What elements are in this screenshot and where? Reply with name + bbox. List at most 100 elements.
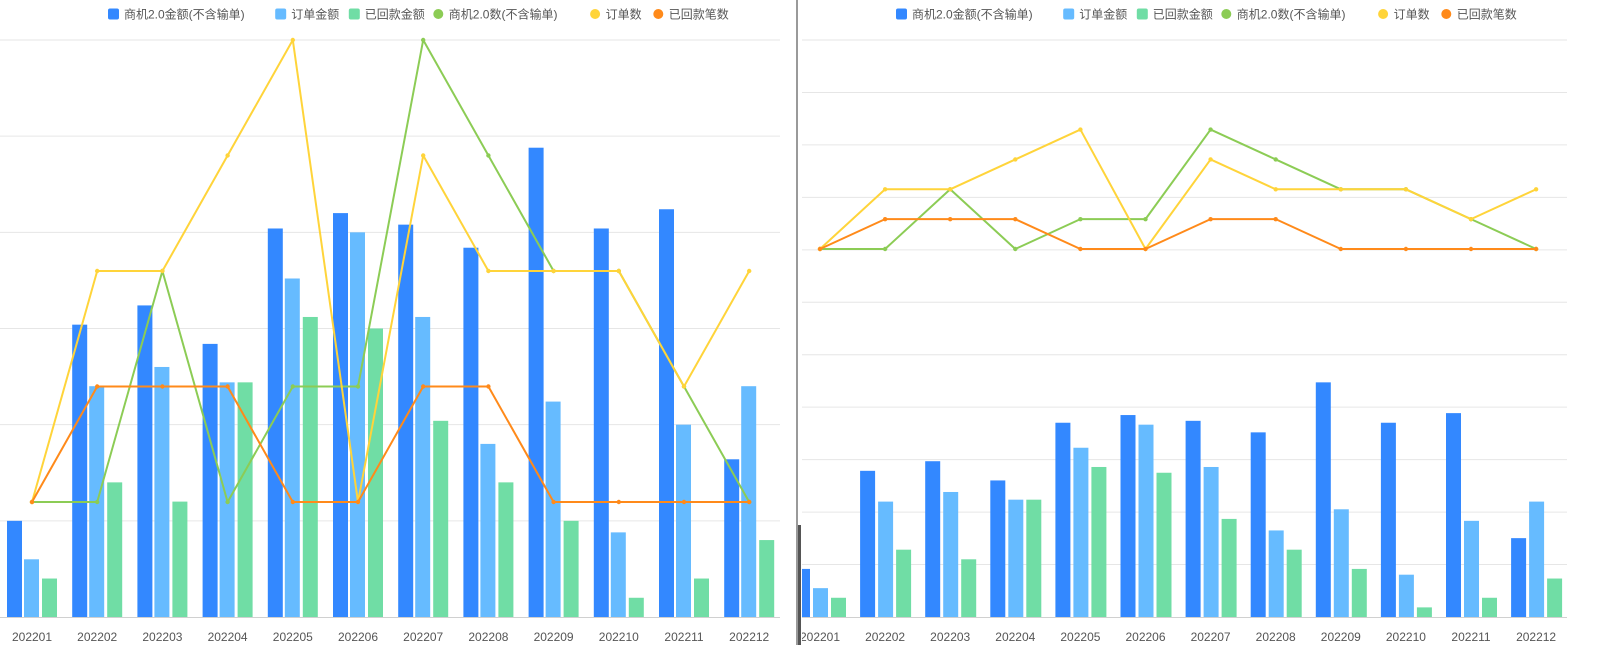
left-chart-panel: 商机2.0金额(不含输单) 订单金额 已回款金额 商机2.0数(不含输单) 订单数 已回款… — [0, 0, 796, 645]
left-legend-item-5: 订单数 — [590, 7, 642, 22]
left-bar-1-202207 — [398, 224, 414, 617]
left-point-3-202201 — [29, 499, 35, 505]
right-point-3-202209 — [1338, 246, 1343, 252]
left-point-3-202206 — [355, 499, 361, 505]
legend-swatch-square — [348, 8, 360, 20]
left-x-tick-202209: 202209 — [534, 630, 574, 644]
left-bar-2-202208 — [480, 443, 496, 617]
right-point-2-202205 — [1078, 127, 1083, 132]
legend-label: 订单金额 — [1079, 7, 1127, 22]
legend-swatch-square — [896, 8, 907, 20]
legend-swatch-dot — [1441, 9, 1452, 19]
right-bar-2-202209 — [1333, 509, 1349, 617]
left-point-2-202210 — [616, 268, 621, 274]
left-legend-item-1: 商机2.0金额(不含输单) — [108, 7, 245, 22]
right-bar-2-202211 — [1464, 520, 1479, 617]
right-bar-1-202204 — [990, 480, 1006, 617]
right-x-tick-202209: 202209 — [1321, 630, 1361, 644]
right-legend-item-4: 商机2.0数(不含输单) — [1221, 7, 1345, 22]
left-point-3-202203 — [160, 384, 165, 389]
right-bar-3-202209 — [1351, 568, 1367, 617]
legend-swatch-dot — [433, 9, 444, 19]
left-x-tick-202201: 202201 — [12, 630, 52, 644]
left-bar-1-202205 — [267, 228, 283, 617]
legend-label: 已回款金额 — [1153, 7, 1213, 22]
right-x-tick-202212: 202212 — [1516, 630, 1556, 644]
left-bar-3-202202 — [107, 482, 123, 617]
right-bar-1-202205 — [1055, 422, 1071, 617]
legend-swatch-square — [1136, 8, 1148, 20]
left-bar-3-202205 — [302, 316, 318, 617]
left-x-tick-202205: 202205 — [273, 630, 313, 644]
left-point-1-202206 — [355, 384, 361, 389]
left-point-1-202205 — [290, 384, 295, 389]
left-point-2-202211 — [681, 384, 687, 389]
right-point-3-202204 — [1013, 216, 1018, 222]
left-bar-2-202207 — [415, 316, 431, 617]
right-legend-item-2: 订单金额 — [1063, 7, 1127, 22]
left-bar-3-202201 — [42, 578, 57, 617]
legend-label: 商机2.0数(不含输单) — [449, 7, 558, 22]
right-point-2-202212 — [1533, 187, 1539, 192]
legend-label: 商机2.0数(不含输单) — [1237, 7, 1346, 22]
right-bar-3-202211 — [1482, 597, 1497, 617]
right-point-2-202204 — [1013, 157, 1018, 162]
right-bar-3-202208 — [1286, 549, 1302, 617]
left-legend-item-4: 商机2.0数(不含输单) — [433, 7, 557, 22]
right-point-2-202208 — [1273, 187, 1278, 192]
left-bar-2-202209 — [545, 401, 561, 617]
right-point-2-202203 — [948, 187, 953, 192]
left-point-2-202208 — [486, 268, 491, 274]
right-chart-panel: 商机2.0金额(不含输单) 订单金额 已回款金额 商机2.0数(不含输单) 订单数 已回款… — [802, 0, 1597, 645]
left-point-3-202211 — [681, 499, 687, 505]
right-x-tick-202207: 202207 — [1191, 630, 1231, 644]
left-bar-3-202209 — [563, 520, 579, 617]
right-point-1-202202 — [882, 246, 888, 252]
right-x-tick-202208: 202208 — [1256, 630, 1296, 644]
panel-splitter[interactable] — [796, 0, 802, 645]
right-x-tick-202210: 202210 — [1386, 630, 1426, 644]
left-x-tick-202211: 202211 — [664, 630, 703, 644]
right-bar-1-202202 — [860, 470, 876, 617]
left-x-tick-202202: 202202 — [77, 630, 117, 644]
left-point-3-202212 — [747, 499, 752, 505]
left-bar-1-202211 — [659, 209, 674, 617]
right-bar-1-202210 — [1380, 422, 1396, 617]
right-bar-3-202203 — [961, 559, 977, 617]
left-bar-2-202203 — [154, 366, 170, 617]
right-point-3-202206 — [1143, 246, 1148, 252]
legend-swatch-dot — [1378, 9, 1389, 19]
right-point-3-202211 — [1468, 246, 1474, 252]
left-bar-2-202211 — [676, 424, 691, 617]
right-bar-2-202201 — [813, 588, 828, 617]
left-point-3-202207 — [421, 384, 426, 389]
splitter-handle[interactable] — [798, 525, 801, 645]
right-point-3-202202 — [882, 216, 888, 222]
left-line-3 — [31, 385, 750, 503]
right-point-3-202208 — [1273, 216, 1278, 222]
right-bar-2-202208 — [1268, 530, 1284, 617]
left-legend-item-6: 已回款笔数 — [653, 7, 729, 22]
right-point-3-202212 — [1533, 246, 1539, 252]
right-bar-2-202206 — [1138, 424, 1154, 617]
left-bar-2-202205 — [284, 278, 300, 617]
left-point-1-202208 — [486, 153, 491, 158]
right-legend-item-1: 商机2.0金额(不含输单) — [896, 7, 1033, 22]
left-point-3-202204 — [225, 384, 230, 389]
right-bar-1-202212 — [1511, 538, 1527, 617]
left-x-tick-202212: 202212 — [729, 630, 769, 644]
right-point-3-202210 — [1403, 246, 1409, 252]
right-bar-2-202212 — [1529, 501, 1545, 617]
right-x-tick-202211: 202211 — [1451, 630, 1490, 644]
legend-swatch-dot — [590, 9, 601, 19]
legend-swatch-dot — [1221, 9, 1232, 19]
right-point-3-202201 — [817, 246, 823, 252]
right-legend-item-5: 订单数 — [1378, 7, 1430, 22]
right-point-2-202211 — [1468, 216, 1474, 222]
right-point-1-202207 — [1208, 127, 1213, 132]
left-point-2-202207 — [421, 153, 426, 158]
right-bar-3-202201 — [831, 597, 846, 617]
right-point-2-202209 — [1338, 187, 1343, 192]
legend-label: 已回款金额 — [365, 7, 425, 22]
right-point-3-202207 — [1208, 216, 1213, 222]
